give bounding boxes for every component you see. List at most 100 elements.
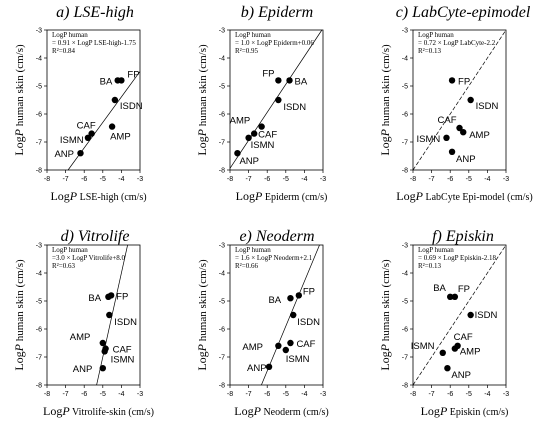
data-point-amp <box>460 129 467 136</box>
y-tick-label: -3 <box>402 243 408 250</box>
plot-frame <box>46 29 141 171</box>
x-tick-label: -3 <box>320 391 326 398</box>
data-point-amp <box>275 342 282 349</box>
point-label: AMP <box>242 342 263 353</box>
point-label: ISMN <box>111 354 135 365</box>
data-point-caf <box>88 130 95 137</box>
point-label: ANP <box>451 370 471 381</box>
panel-title: b) Epiderm <box>241 4 313 21</box>
point-label: ISDN <box>283 102 306 113</box>
point-label: ANP <box>54 149 74 160</box>
y-tick-label: -6 <box>402 327 408 334</box>
y-axis-label: LogP human skin (cm/s) <box>378 259 392 371</box>
data-point-anp <box>444 365 451 372</box>
panel-f: f) Episkin -8 -7 -6 -5 -4 -3 -8 -7 -6 -5 -4 -3 LogP E… <box>378 228 509 418</box>
x-tick-label: -5 <box>466 391 472 398</box>
point-label: CAF <box>296 339 315 350</box>
point-label: ISMN <box>416 134 440 145</box>
x-tick-label: -7 <box>428 176 434 183</box>
y-tick-label: -4 <box>219 56 225 63</box>
data-point-ba <box>447 293 454 300</box>
data-point-amp <box>451 345 459 352</box>
x-tick-label: -4 <box>118 176 124 183</box>
data-point-caf <box>287 339 294 347</box>
x-tick-label: -8 <box>410 176 416 183</box>
x-tick-label: -6 <box>264 391 270 398</box>
data-point-ba <box>114 77 121 84</box>
y-tick-label: -4 <box>36 271 42 278</box>
x-tick-label: -5 <box>466 176 472 183</box>
data-point-isdn <box>467 96 474 104</box>
equation-line: R²=0.95 <box>235 47 258 55</box>
x-tick-label: -4 <box>484 391 490 398</box>
equation-line: = 1.0 × LogP Epiderm+0.06 <box>235 39 314 47</box>
equation-line: R²=0.13 <box>418 262 441 270</box>
y-tick-label: -6 <box>402 112 408 119</box>
plot-frame <box>229 29 324 171</box>
data-point-isdn <box>106 311 113 319</box>
y-axis-label: LogP human skin (cm/s) <box>378 44 392 156</box>
x-tick-label: -3 <box>503 391 509 398</box>
data-point-amp <box>108 123 116 130</box>
x-tick-label: -4 <box>301 391 307 398</box>
equation-line: R²=0.66 <box>235 262 258 270</box>
point-label: BA <box>433 283 446 294</box>
equation-line: LogP human <box>235 31 271 39</box>
point-label: ISDN <box>297 317 320 328</box>
point-label: ANP <box>239 156 259 167</box>
x-tick-label: -6 <box>447 176 453 183</box>
x-tick-label: -4 <box>118 391 124 398</box>
point-label: BA <box>100 76 113 87</box>
point-label: ISDN <box>120 101 143 112</box>
x-tick-label: -3 <box>320 176 326 183</box>
data-point-amp <box>258 123 265 130</box>
x-tick-label: -7 <box>245 391 251 398</box>
point-label: FP <box>303 286 315 297</box>
point-label: ISDN <box>476 101 499 112</box>
x-axis-label: LogP LabCyte Epi-model (cm/s) <box>396 189 532 203</box>
y-tick-label: -6 <box>36 112 42 119</box>
y-tick-label: -5 <box>402 84 408 91</box>
equation-line: LogP human <box>418 31 454 39</box>
x-axis-label: LogP Episkin (cm/s) <box>421 404 509 418</box>
point-label: ANP <box>247 363 267 374</box>
data-point-caf <box>456 124 463 132</box>
x-axis-label: LogP LSE-high (cm/s) <box>50 189 146 203</box>
point-label: CAF <box>77 121 96 132</box>
y-tick-label: -3 <box>402 28 408 35</box>
x-tick-label: -6 <box>264 176 270 183</box>
x-axis-label: LogP Epiderm (cm/s) <box>236 189 328 203</box>
point-label: AMP <box>469 130 490 141</box>
x-tick-label: -3 <box>137 391 143 398</box>
y-tick-label: -8 <box>36 168 42 175</box>
point-label: CAF <box>113 345 132 356</box>
point-label: BA <box>88 293 101 304</box>
point-label: FP <box>116 291 128 302</box>
data-point-anp <box>448 148 456 155</box>
data-point-anp <box>99 365 107 372</box>
y-tick-label: -7 <box>219 355 225 362</box>
equation-line: = 1.6 × LogP Neoderm+2.1 <box>235 254 313 262</box>
point-label: ANP <box>456 154 476 165</box>
data-point-anp <box>234 150 241 157</box>
point-label: FP <box>458 284 470 295</box>
x-axis-label: LogP Vitrolife-skin (cm/s) <box>43 404 154 418</box>
equation-line: = 0.91 × LogP LSE-high-1.75 <box>52 39 136 47</box>
y-tick-label: -8 <box>219 383 225 390</box>
y-axis-label: LogP human skin (cm/s) <box>12 259 26 371</box>
data-point-amp <box>99 339 107 347</box>
data-point-isdn <box>467 311 474 319</box>
point-label: ISDN <box>475 310 498 321</box>
panel-title: d) Vitrolife <box>61 228 130 245</box>
x-tick-label: -7 <box>245 176 251 183</box>
point-label: AMP <box>110 132 131 143</box>
x-tick-label: -3 <box>503 176 509 183</box>
data-point-ba <box>287 295 294 302</box>
x-axis-label: LogP Neoderm (cm/s) <box>234 404 328 418</box>
data-point-fp <box>451 293 459 300</box>
data-point-isdn <box>275 96 282 104</box>
y-tick-label: -5 <box>36 299 42 306</box>
y-tick-label: -7 <box>219 140 225 147</box>
y-axis-label: LogP human skin (cm/s) <box>195 259 209 371</box>
point-label: ISMN <box>251 140 275 151</box>
